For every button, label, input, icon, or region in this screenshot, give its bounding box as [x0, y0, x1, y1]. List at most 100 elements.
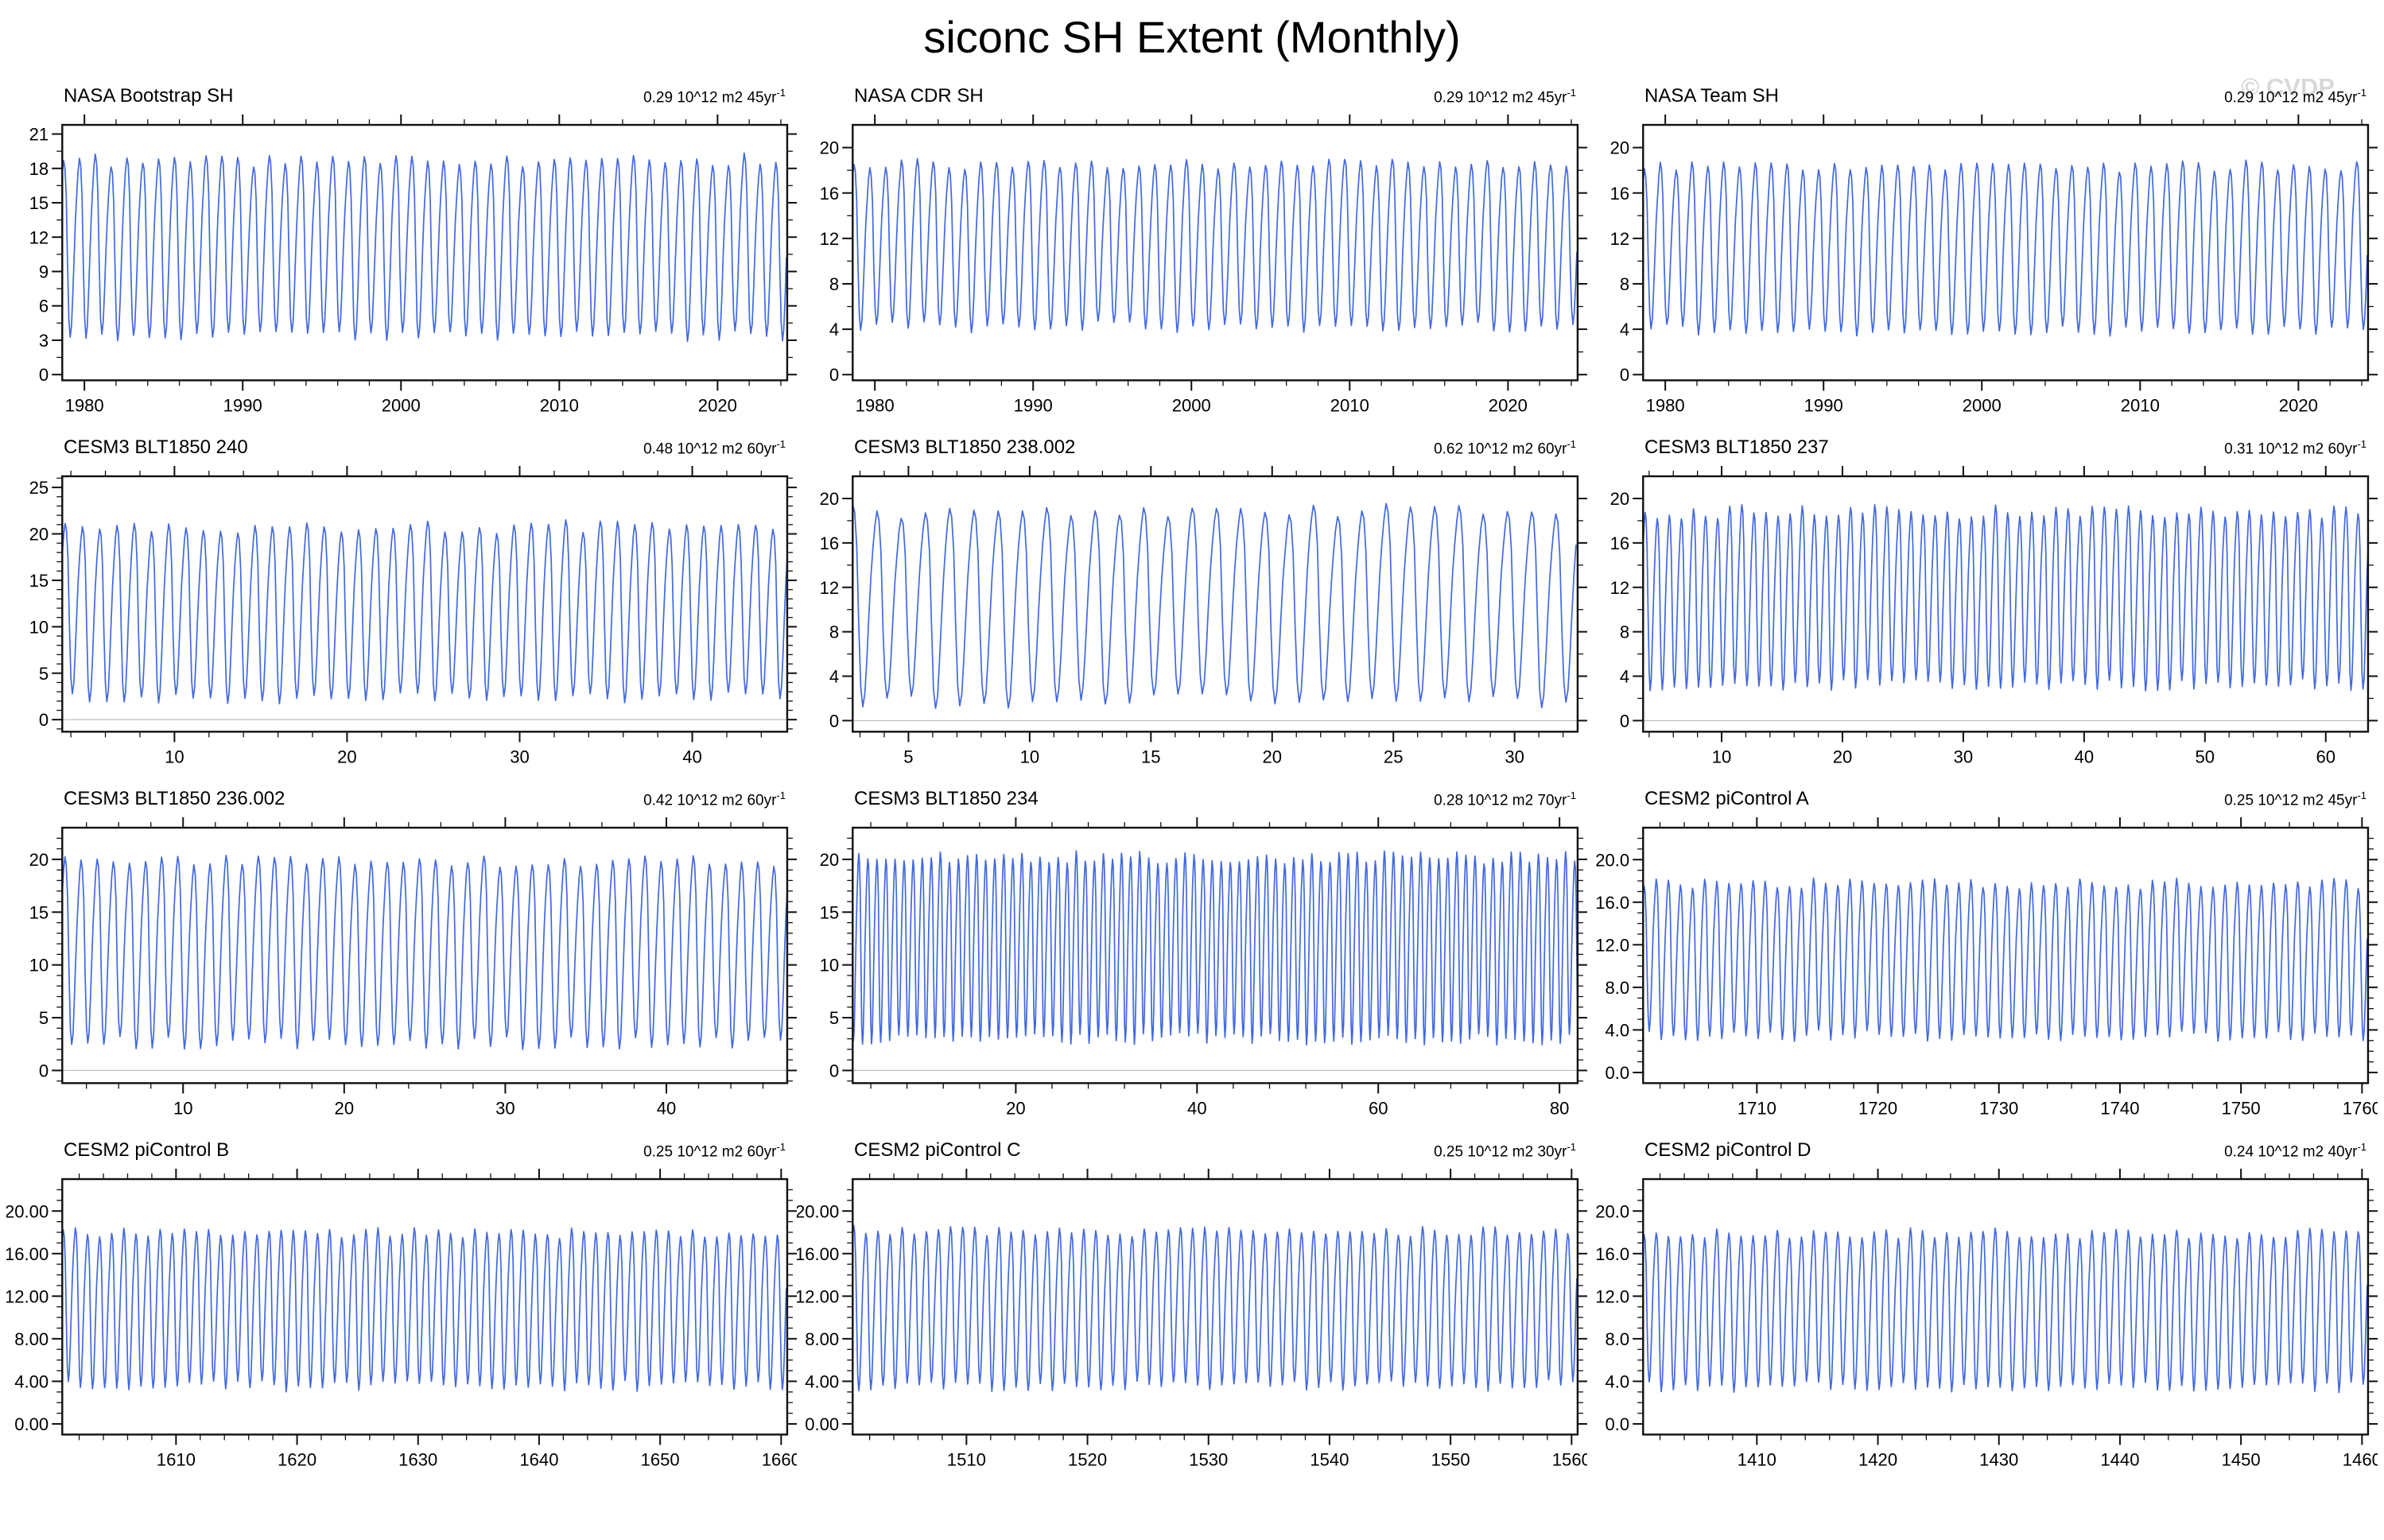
svg-text:20: 20: [1262, 747, 1282, 767]
svg-text:2020: 2020: [1489, 396, 1528, 416]
svg-text:1710: 1710: [1738, 1099, 1776, 1119]
svg-text:1760: 1760: [2343, 1099, 2378, 1119]
panel-header: CESM3 BLT1850 236.002 0.42 10^12 m2 60yr…: [6, 788, 797, 815]
panel-title: CESM2 piControl B: [64, 1139, 230, 1161]
panel-header: NASA CDR SH 0.29 10^12 m2 45yr-1: [797, 85, 1587, 112]
panel-trend-annotation: 0.42 10^12 m2 60yr-1: [643, 789, 786, 809]
svg-text:12: 12: [1610, 578, 1630, 598]
svg-text:20: 20: [820, 489, 840, 509]
plot-area: 1510 1520 1530 1540 1550 1560 0.00 4.00 8.00 12.0…: [797, 1169, 1587, 1470]
chart-panel-nasa-cdr-sh: NASA CDR SH 0.29 10^12 m2 45yr-1 1980 199…: [797, 85, 1587, 436]
chart-panel-cesm3-blt1850-234: CESM3 BLT1850 234 0.28 10^12 m2 70yr-1 2…: [797, 788, 1587, 1139]
svg-text:12: 12: [29, 227, 49, 247]
figure-title: siconc SH Extent (Monthly): [923, 12, 1461, 62]
svg-text:10: 10: [1020, 747, 1040, 767]
svg-text:40: 40: [657, 1099, 677, 1119]
svg-text:2010: 2010: [2121, 396, 2160, 416]
svg-text:20: 20: [1610, 138, 1630, 158]
trend-exponent: -1: [776, 86, 786, 99]
svg-text:1520: 1520: [1068, 1450, 1107, 1470]
panel-title: NASA Bootstrap SH: [64, 85, 234, 107]
panel-title: CESM2 piControl D: [1644, 1139, 1811, 1161]
trend-text: 0.62 10^12 m2 60yr: [1434, 440, 1567, 457]
svg-text:1530: 1530: [1189, 1450, 1228, 1470]
trend-exponent: -1: [776, 789, 786, 801]
svg-text:20.0: 20.0: [1595, 1201, 1629, 1221]
trend-text: 0.29 10^12 m2 45yr: [643, 89, 777, 106]
plot-area: 1980 1990 2000 2010 2020 0 4 8 12 16 20: [820, 114, 1587, 416]
svg-text:80: 80: [1550, 1099, 1570, 1119]
trend-text: 0.31 10^12 m2 60yr: [2224, 440, 2358, 457]
svg-text:8.0: 8.0: [1606, 1329, 1630, 1349]
panel-trend-annotation: 0.25 10^12 m2 45yr-1: [2224, 789, 2367, 809]
svg-text:12.0: 12.0: [1595, 1286, 1629, 1306]
chart-panel-cesm3-blt1850-240: CESM3 BLT1850 240 0.48 10^12 m2 60yr-1 1…: [6, 436, 797, 788]
svg-text:6: 6: [39, 297, 49, 316]
svg-text:5: 5: [829, 1008, 839, 1028]
svg-text:20: 20: [29, 850, 49, 870]
svg-text:0: 0: [39, 365, 49, 385]
trend-exponent: -1: [2357, 1140, 2367, 1153]
trend-text: 0.24 10^12 m2 40yr: [2224, 1143, 2358, 1160]
panel-trend-annotation: 0.31 10^12 m2 60yr-1: [2224, 438, 2367, 458]
panel-grid: NASA Bootstrap SH 0.29 10^12 m2 45yr-1 1…: [0, 63, 2384, 1491]
svg-text:2020: 2020: [698, 396, 737, 416]
svg-text:5: 5: [39, 1008, 49, 1028]
svg-text:16.0: 16.0: [1595, 893, 1629, 913]
trend-text: 0.48 10^12 m2 60yr: [643, 440, 777, 457]
svg-text:21: 21: [29, 125, 49, 145]
svg-text:1410: 1410: [1738, 1450, 1776, 1470]
svg-text:1430: 1430: [1979, 1450, 2018, 1470]
svg-text:20: 20: [335, 1099, 355, 1119]
svg-text:40: 40: [682, 747, 702, 767]
svg-text:1750: 1750: [2222, 1099, 2261, 1119]
trend-exponent: -1: [2357, 437, 2367, 450]
svg-text:10: 10: [165, 747, 184, 767]
panel-header: NASA Bootstrap SH 0.29 10^12 m2 45yr-1: [6, 85, 797, 112]
svg-text:20: 20: [337, 747, 357, 767]
chart-panel-cesm2-picontrol-a: CESM2 piControl A 0.25 10^12 m2 45yr-1 1…: [1587, 788, 2378, 1139]
panel-header: CESM3 BLT1850 238.002 0.62 10^12 m2 60yr…: [797, 436, 1587, 464]
svg-text:1460: 1460: [2343, 1450, 2378, 1470]
panel-trend-annotation: 0.25 10^12 m2 60yr-1: [643, 1141, 786, 1161]
svg-text:4: 4: [829, 667, 839, 687]
svg-text:60: 60: [1369, 1099, 1388, 1119]
trend-text: 0.25 10^12 m2 30yr: [1434, 1143, 1567, 1160]
svg-text:1990: 1990: [1014, 396, 1053, 416]
svg-text:4.00: 4.00: [14, 1371, 49, 1391]
svg-text:16: 16: [1610, 533, 1630, 553]
panel-header: CESM2 piControl D 0.24 10^12 m2 40yr-1: [1587, 1139, 2378, 1166]
panel-header: CESM2 piControl A 0.25 10^12 m2 45yr-1: [1587, 788, 2378, 815]
svg-text:20: 20: [820, 850, 840, 870]
plot-area: 10 20 30 40 0 5 10 15 20 25: [29, 466, 797, 767]
panel-header: CESM2 piControl C 0.25 10^12 m2 30yr-1: [797, 1139, 1587, 1166]
svg-text:16.00: 16.00: [797, 1244, 839, 1264]
plot-area: 1710 1720 1730 1740 1750 1760 0.0 4.0 8.0 12.0 16.…: [1595, 817, 2378, 1119]
panel-trend-annotation: 0.48 10^12 m2 60yr-1: [643, 438, 786, 458]
panel-trend-annotation: 0.24 10^12 m2 40yr-1: [2224, 1141, 2367, 1161]
svg-text:1980: 1980: [1646, 396, 1685, 416]
trend-exponent: -1: [1567, 1140, 1576, 1153]
svg-text:16: 16: [820, 533, 840, 553]
plot-area: 10 20 30 40 50 60 0 4 8 12 16 20: [1610, 466, 2378, 767]
svg-text:1610: 1610: [157, 1450, 196, 1470]
svg-text:10: 10: [1712, 747, 1732, 767]
panel-trend-annotation: 0.25 10^12 m2 30yr-1: [1434, 1141, 1576, 1161]
trend-text: 0.25 10^12 m2 45yr: [2224, 792, 2358, 809]
svg-text:15: 15: [820, 902, 840, 922]
panel-title: CESM3 BLT1850 237: [1644, 436, 1829, 458]
panel-title: CESM3 BLT1850 236.002: [64, 788, 285, 809]
chart-panel-cesm2-picontrol-d: CESM2 piControl D 0.24 10^12 m2 40yr-1 1…: [1587, 1139, 2378, 1491]
panel-title: CESM3 BLT1850 240: [64, 436, 248, 458]
svg-text:30: 30: [1505, 747, 1524, 767]
plot-area: 1410 1420 1430 1440 1450 1460 0.0 4.0 8.0 12.0 16.…: [1595, 1169, 2378, 1470]
trend-exponent: -1: [776, 437, 786, 450]
svg-text:25: 25: [1384, 747, 1404, 767]
svg-text:12: 12: [820, 229, 840, 249]
svg-text:15: 15: [1141, 747, 1161, 767]
svg-text:1720: 1720: [1858, 1099, 1897, 1119]
svg-text:20: 20: [1006, 1099, 1026, 1119]
panel-trend-annotation: 0.62 10^12 m2 60yr-1: [1434, 438, 1576, 458]
svg-text:4: 4: [1620, 667, 1629, 687]
